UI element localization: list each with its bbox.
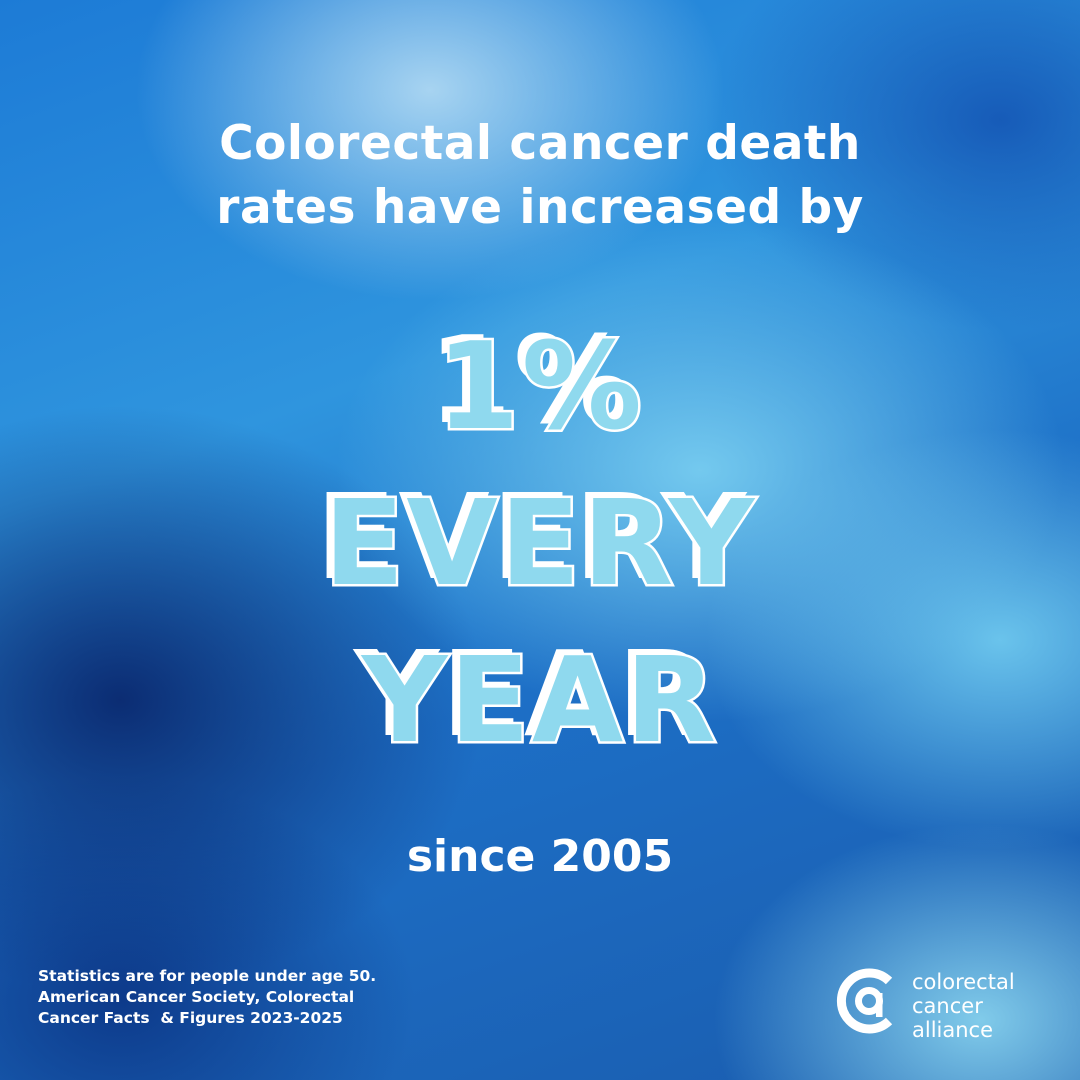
brand-line-1: colorectal: [912, 970, 1015, 994]
brand-line-3: alliance: [912, 1018, 994, 1042]
headline: Colorectal cancer death rates have incre…: [0, 112, 1080, 240]
stat-every: EVERY: [321, 472, 757, 615]
footnote-line-3: Cancer Facts & Figures 2023-2025: [38, 1009, 343, 1027]
brand-name: colorectal cancer alliance: [912, 970, 1015, 1042]
stat-percent: 1%: [434, 316, 645, 460]
cca-logo-icon: [836, 968, 893, 1034]
brand-logo-block: colorectal cancer alliance: [832, 962, 1062, 1042]
stat-year: YEAR: [359, 629, 719, 772]
headline-line-1: Colorectal cancer death: [219, 116, 861, 171]
headline-line-2: rates have increased by: [216, 180, 864, 235]
footnote-line-2: American Cancer Society, Colorectal: [38, 988, 355, 1006]
source-footnote: Statistics are for people under age 50. …: [38, 966, 458, 1029]
footnote-line-1: Statistics are for people under age 50.: [38, 967, 377, 985]
brand-line-2: cancer: [912, 994, 983, 1018]
since-text: since 2005: [406, 831, 674, 882]
